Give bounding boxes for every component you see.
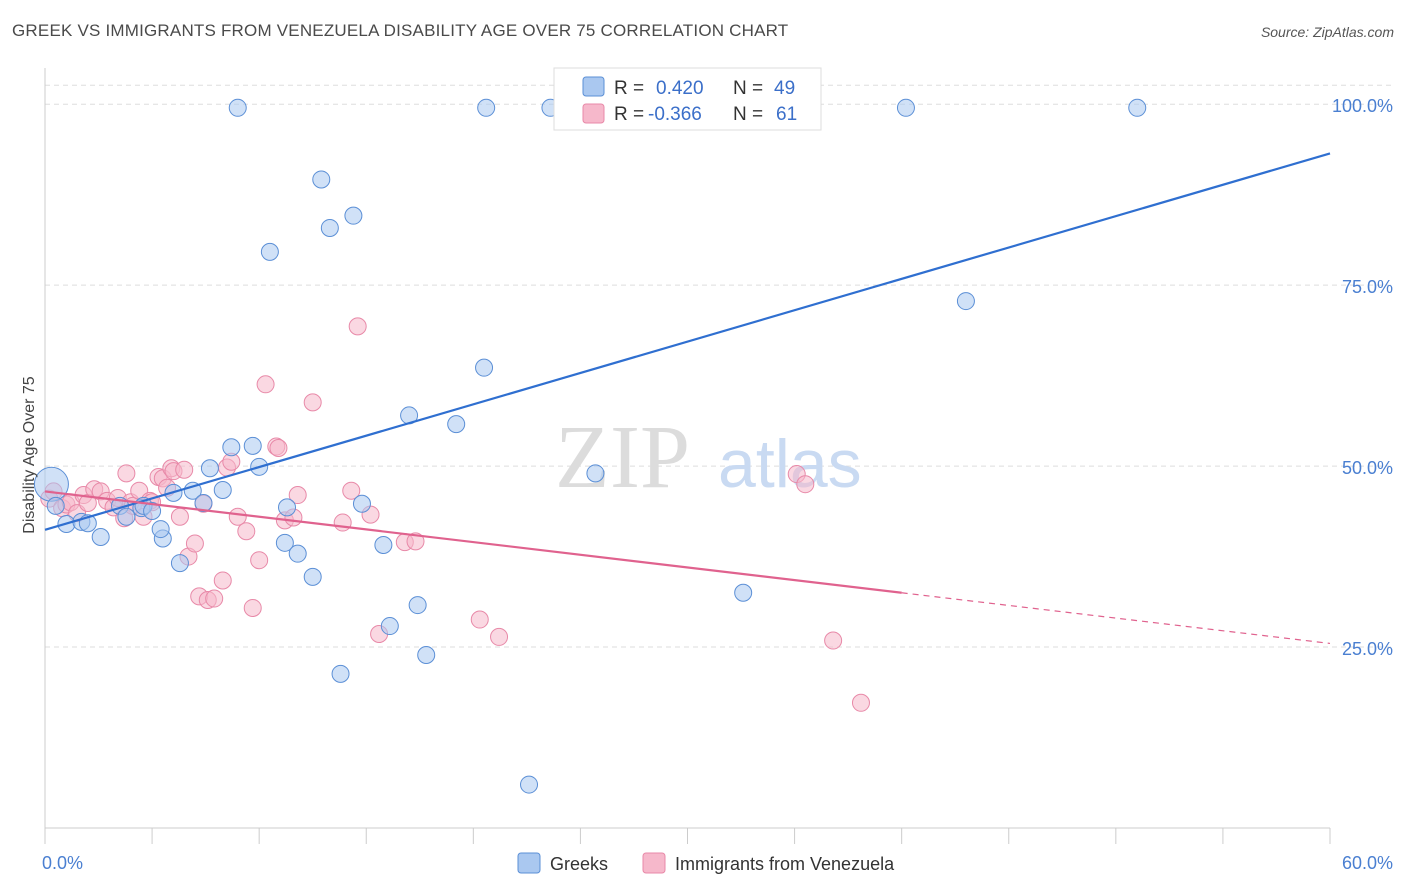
- y-tick-label: 75.0%: [1342, 277, 1393, 297]
- greeks-point: [183, 481, 202, 500]
- greeks-point: [312, 170, 331, 189]
- y-tick-label: 50.0%: [1342, 458, 1393, 478]
- source-credit: Source: ZipAtlas.com: [1260, 24, 1394, 40]
- greeks-point: [344, 206, 363, 225]
- grid-lines: [45, 84, 1392, 648]
- y-tick-label: 25.0%: [1342, 639, 1393, 659]
- greeks-point: [956, 292, 975, 311]
- venezuela-point: [342, 481, 361, 500]
- venezuela-point: [851, 693, 870, 712]
- greeks-point: [243, 436, 262, 455]
- greeks-point: [213, 480, 232, 499]
- greeks-point: [331, 664, 350, 683]
- venezuela-point: [117, 464, 136, 483]
- greeks-point: [896, 98, 915, 117]
- greeks-point: [91, 528, 110, 547]
- x-tick-label-min: 0.0%: [42, 853, 83, 873]
- greeks-point: [222, 438, 241, 457]
- greeks-point: [408, 596, 427, 615]
- greeks-point: [586, 464, 605, 483]
- watermark-zip: ZIP: [555, 408, 690, 507]
- greeks-point: [260, 242, 279, 261]
- venezuela-point: [348, 317, 367, 336]
- venezuela-point: [490, 627, 509, 646]
- series-venezuela-points: [40, 317, 870, 712]
- venezuela-point: [470, 610, 489, 629]
- legend-r-value-venezuela: -0.366: [648, 104, 702, 125]
- legend-r-label-greeks: R =: [614, 78, 644, 99]
- greeks-point: [477, 98, 496, 117]
- venezuela-point: [185, 534, 204, 553]
- greeks-point: [278, 498, 297, 517]
- greeks-point: [170, 554, 189, 573]
- venezuela-trend-extension: [901, 592, 1331, 645]
- venezuela-point: [237, 522, 256, 541]
- venezuela-point: [269, 439, 288, 457]
- venezuela-point: [170, 507, 189, 526]
- bottom-legend-swatch-venezuela: [642, 852, 666, 874]
- legend-n-value-greeks: 49: [774, 78, 795, 99]
- venezuela-point: [796, 475, 815, 494]
- greeks-point: [303, 567, 322, 586]
- greeks-point: [228, 98, 247, 117]
- venezuela-point: [256, 375, 275, 394]
- bottom-legend: Greeks Immigrants from Venezuela: [517, 852, 895, 874]
- greeks-point: [1128, 98, 1147, 117]
- legend-r-value-greeks: 0.420: [656, 78, 704, 99]
- bottom-legend-label-greeks: Greeks: [550, 854, 608, 874]
- greeks-point: [33, 466, 69, 502]
- greeks-point: [117, 507, 136, 526]
- greeks-point: [46, 496, 65, 515]
- watermark: ZIP atlas: [555, 408, 862, 507]
- bottom-legend-label-venezuela: Immigrants from Venezuela: [675, 854, 895, 874]
- legend-n-label-venezuela: N =: [733, 104, 763, 125]
- greeks-point: [320, 218, 339, 237]
- greeks-point: [520, 775, 539, 794]
- venezuela-trend-line: [44, 490, 902, 594]
- watermark-atlas: atlas: [718, 426, 862, 502]
- y-tick-label: 100.0%: [1332, 96, 1393, 116]
- legend-n-label-greeks: N =: [733, 78, 763, 99]
- greeks-point: [288, 544, 307, 563]
- greeks-point: [734, 583, 753, 602]
- venezuela-point: [213, 571, 232, 590]
- greeks-point: [380, 617, 399, 636]
- venezuela-point: [333, 513, 352, 532]
- legend-n-value-venezuela: 61: [776, 104, 797, 125]
- venezuela-point: [406, 532, 425, 551]
- trend-lines: [44, 152, 1331, 645]
- greeks-point: [194, 494, 213, 513]
- greeks-point: [143, 501, 162, 520]
- legend-r-label-venezuela: R =: [614, 104, 644, 125]
- y-tick-labels: 25.0% 50.0% 75.0% 100.0%: [1332, 96, 1393, 659]
- venezuela-point: [228, 507, 247, 526]
- venezuela-point: [205, 589, 224, 608]
- x-axis-ticks: [44, 828, 1331, 844]
- venezuela-point: [824, 631, 843, 650]
- greeks-point: [475, 358, 494, 377]
- greeks-point: [417, 646, 436, 665]
- legend: R = 0.420 N = 49 R = -0.366 N = 61: [553, 67, 822, 131]
- series-greeks-points: [33, 98, 1147, 794]
- greeks-point: [352, 494, 371, 513]
- greeks-trend-line: [44, 152, 1331, 531]
- greeks-point: [200, 459, 219, 478]
- greeks-point: [275, 533, 294, 552]
- greeks-point: [374, 535, 393, 554]
- x-tick-label-max: 60.0%: [1342, 853, 1393, 873]
- y-axis-label: Disability Age Over 75: [21, 376, 38, 534]
- legend-swatch-greeks: [582, 76, 605, 97]
- venezuela-point: [288, 486, 307, 505]
- venezuela-point: [303, 393, 322, 412]
- venezuela-point: [250, 551, 269, 570]
- venezuela-point: [175, 460, 194, 479]
- chart-title: GREEK VS IMMIGRANTS FROM VENEZUELA DISAB…: [12, 21, 789, 40]
- venezuela-point: [243, 598, 262, 617]
- greeks-point: [151, 520, 170, 539]
- greeks-point: [447, 415, 466, 434]
- legend-swatch-venezuela: [582, 103, 605, 124]
- bottom-legend-swatch-greeks: [517, 852, 541, 874]
